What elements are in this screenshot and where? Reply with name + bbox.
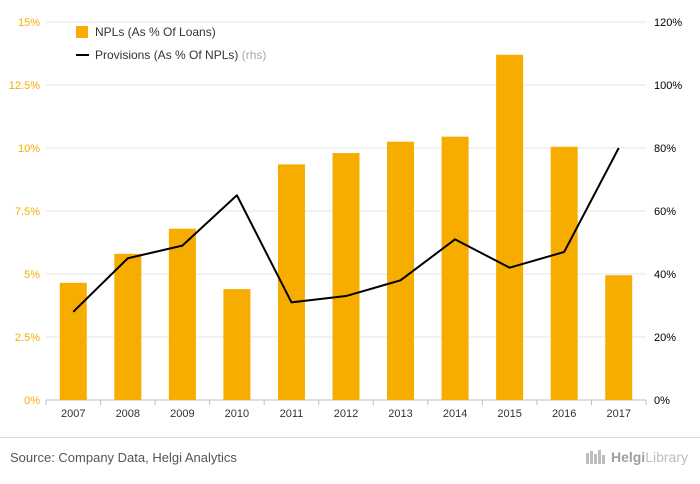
y-left-tick-label: 7.5% bbox=[15, 206, 40, 218]
x-tick-label: 2008 bbox=[116, 408, 140, 420]
y-left-tick-label: 5% bbox=[24, 269, 40, 281]
helgi-library-logo[interactable]: HelgiLibrary bbox=[585, 449, 688, 465]
y-right-tick-label: 20% bbox=[654, 332, 676, 344]
y-right-tick-label: 40% bbox=[654, 269, 676, 281]
x-tick-label: 2015 bbox=[497, 408, 521, 420]
y-left-tick-label: 2.5% bbox=[15, 332, 40, 344]
bar bbox=[277, 164, 305, 400]
books-icon bbox=[585, 450, 605, 464]
bar bbox=[332, 153, 360, 400]
source-text: Source: Company Data, Helgi Analytics bbox=[10, 450, 237, 465]
x-tick-label: 2017 bbox=[606, 408, 630, 420]
provisions-line bbox=[72, 147, 620, 313]
x-tick-label: 2012 bbox=[334, 408, 358, 420]
y-left-tick-label: 0% bbox=[24, 395, 40, 407]
y-left-tick-label: 12.5% bbox=[9, 80, 40, 92]
legend-bar-swatch bbox=[76, 26, 88, 38]
bar bbox=[441, 136, 469, 400]
x-tick-label: 2014 bbox=[443, 408, 467, 420]
y-left-tick-label: 15% bbox=[18, 17, 40, 29]
x-tick-label: 2016 bbox=[552, 408, 576, 420]
chart: 0% 0% 2.5% 20% 5% 40% 7.5% 60% 10% 80% 12.5% 100% 15… bbox=[9, 17, 683, 420]
x-tick-label: 2009 bbox=[170, 408, 194, 420]
x-tick-label: 2007 bbox=[61, 408, 85, 420]
logo-suffix: Library bbox=[645, 449, 688, 465]
legend-bar-label: NPLs (As % Of Loans) bbox=[95, 25, 216, 39]
bar bbox=[168, 228, 196, 400]
bar bbox=[550, 146, 578, 400]
y-right-tick-label: 120% bbox=[654, 17, 682, 29]
y-right-tick-label: 100% bbox=[654, 80, 682, 92]
footer: Source: Company Data, Helgi Analytics He… bbox=[0, 437, 700, 484]
x-tick-label: 2010 bbox=[225, 408, 249, 420]
bar bbox=[605, 275, 633, 400]
x-tick-label: 2011 bbox=[280, 408, 304, 420]
legend-line-suffix: (rhs) bbox=[242, 48, 267, 62]
y-right-tick-label: 60% bbox=[654, 206, 676, 218]
y-right-tick-label: 0% bbox=[654, 395, 670, 407]
bar bbox=[114, 253, 142, 400]
bar bbox=[59, 282, 87, 400]
y-left-tick-label: 10% bbox=[18, 143, 40, 155]
legend-line-label: Provisions (As % Of NPLs) (rhs) bbox=[95, 48, 266, 62]
x-tick-label: 2013 bbox=[388, 408, 412, 420]
bar bbox=[387, 141, 415, 400]
bar bbox=[496, 54, 524, 400]
bar bbox=[223, 289, 251, 400]
logo-brand: Helgi bbox=[610, 449, 646, 465]
y-right-tick-label: 80% bbox=[654, 143, 676, 155]
